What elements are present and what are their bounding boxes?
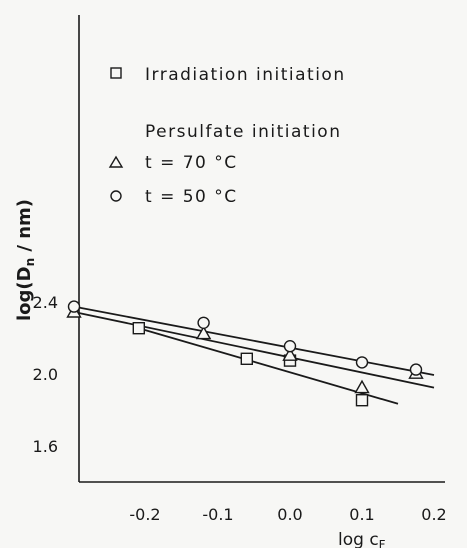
legend-circle-marker: [110, 190, 122, 202]
legend-label: t = 70 °C: [145, 153, 238, 173]
circle-point: [197, 316, 210, 329]
circle-point: [283, 340, 297, 353]
square-point: [355, 394, 369, 407]
triangle-point: [354, 379, 370, 394]
circle-point: [355, 356, 369, 369]
legend-label: Persulfate initiation: [145, 122, 341, 142]
x-tick-label: 0.1: [349, 505, 374, 524]
circle-point: [67, 300, 81, 313]
x-tick-label: -0.1: [202, 505, 233, 524]
legend-triangle-marker: [108, 155, 124, 168]
triangle-point: [282, 347, 298, 361]
y-axis-label: log(Dn / nm): [14, 199, 37, 321]
square-point: [132, 322, 146, 335]
fit-lines: [73, 305, 435, 405]
legend: Irradiation initiation Persulfate initia…: [108, 65, 346, 207]
x-tick-label: -0.2: [129, 505, 160, 524]
legend-square-marker: [110, 67, 122, 79]
square-point: [240, 352, 254, 365]
legend-label: Irradiation initiation: [145, 65, 346, 85]
x-tick-label: 0.0: [277, 505, 302, 524]
data-points: [66, 300, 424, 407]
y-tick-label: 2.4: [33, 293, 58, 312]
legend-label: t = 50 °C: [145, 187, 238, 207]
triangle-point: [195, 325, 212, 340]
x-axis-label: log cF: [338, 530, 386, 548]
y-tick-labels: 2.4 2.0 1.6: [33, 293, 58, 456]
x-tick-labels: -0.2 -0.1 0.0 0.1 0.2: [129, 505, 446, 524]
fit-line-triangle: [73, 311, 435, 389]
fit-line-square: [138, 327, 399, 405]
y-tick-label: 2.0: [33, 365, 58, 384]
x-tick-label: 0.2: [421, 505, 446, 524]
y-tick-label: 1.6: [33, 437, 58, 456]
circle-point: [409, 363, 423, 376]
plot-frame: [78, 15, 445, 483]
fit-line-circle: [73, 305, 435, 376]
